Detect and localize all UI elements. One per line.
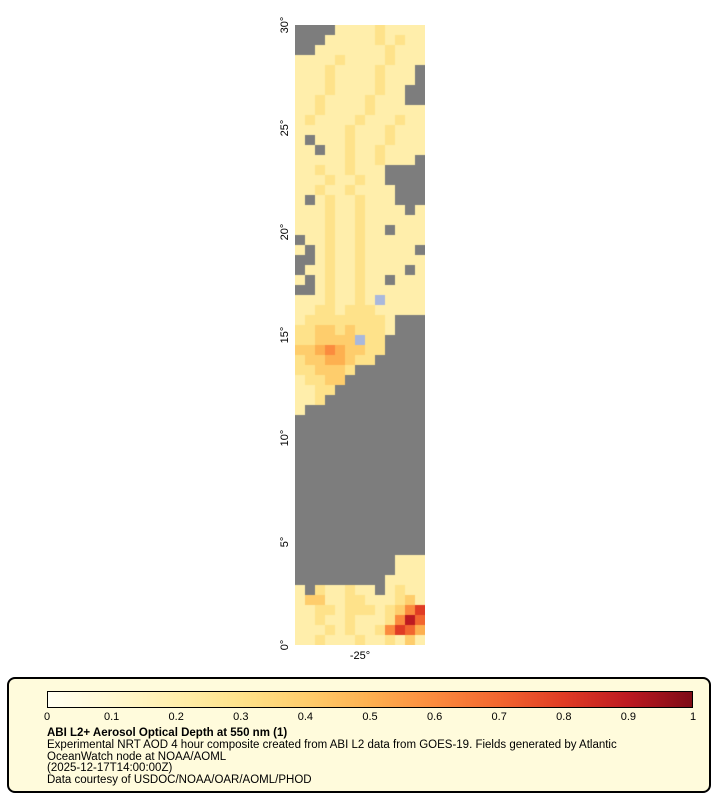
legend-title: ABI L2+ Aerosol Optical Depth at 550 nm … bbox=[47, 727, 288, 739]
latitude-tick-label: 30° bbox=[279, 16, 291, 34]
longitude-tick-label: -25° bbox=[349, 650, 371, 662]
colorbar-tick-label: 0.6 bbox=[426, 711, 443, 723]
legend-courtesy: Data courtesy of USDOC/NOAA/OAR/AOML/PHO… bbox=[47, 774, 312, 787]
legend-box: 0 0.1 0.2 0.3 0.4 0.5 0.6 0.7 0.8 0.9 1 ABI L2+ Ae… bbox=[7, 677, 711, 793]
colorbar-tick-label: 0.8 bbox=[556, 711, 572, 723]
colorbar-tick-label: 0.2 bbox=[168, 711, 184, 723]
colorbar-tick-label: 0.5 bbox=[362, 711, 378, 723]
legend-line-description-2: OceanWatch node at NOAA/AOML bbox=[47, 750, 227, 763]
colorbar-tick-label: 1 bbox=[689, 711, 697, 723]
latitude-tick-label: 20° bbox=[279, 223, 291, 240]
colorbar bbox=[47, 691, 693, 708]
aod-heatmap bbox=[295, 25, 425, 645]
colorbar-tick-label: 0.7 bbox=[491, 711, 507, 723]
latitude-tick-label: 0° bbox=[279, 639, 291, 651]
colorbar-tick-label: 0.4 bbox=[297, 711, 314, 723]
legend-line-description-1: Experimental NRT AOD 4 hour composite cr… bbox=[47, 738, 617, 751]
colorbar-tick-label: 0.9 bbox=[620, 711, 637, 723]
colorbar-tick-label: 0.1 bbox=[103, 711, 120, 723]
latitude-axis: 30° 25° 20° 15° 10° 5° 0° bbox=[276, 17, 294, 651]
colorbar-tick-labels: 0 0.1 0.2 0.3 0.4 0.5 0.6 0.7 0.8 0.9 1 bbox=[43, 711, 697, 724]
colorbar-tick-label: 0 bbox=[43, 711, 51, 723]
legend-timestamp: (2025-12-17T14:00:00Z) bbox=[47, 762, 173, 775]
colorbar-tick-label: 0.3 bbox=[233, 711, 249, 723]
legend-text: ABI L2+ Aerosol Optical Depth at 550 nm … bbox=[47, 727, 697, 787]
latitude-tick-label: 5° bbox=[279, 536, 291, 547]
latitude-tick-label: 10° bbox=[279, 430, 291, 447]
latitude-tick-label: 15° bbox=[279, 326, 291, 344]
latitude-tick-label: 25° bbox=[279, 120, 291, 137]
